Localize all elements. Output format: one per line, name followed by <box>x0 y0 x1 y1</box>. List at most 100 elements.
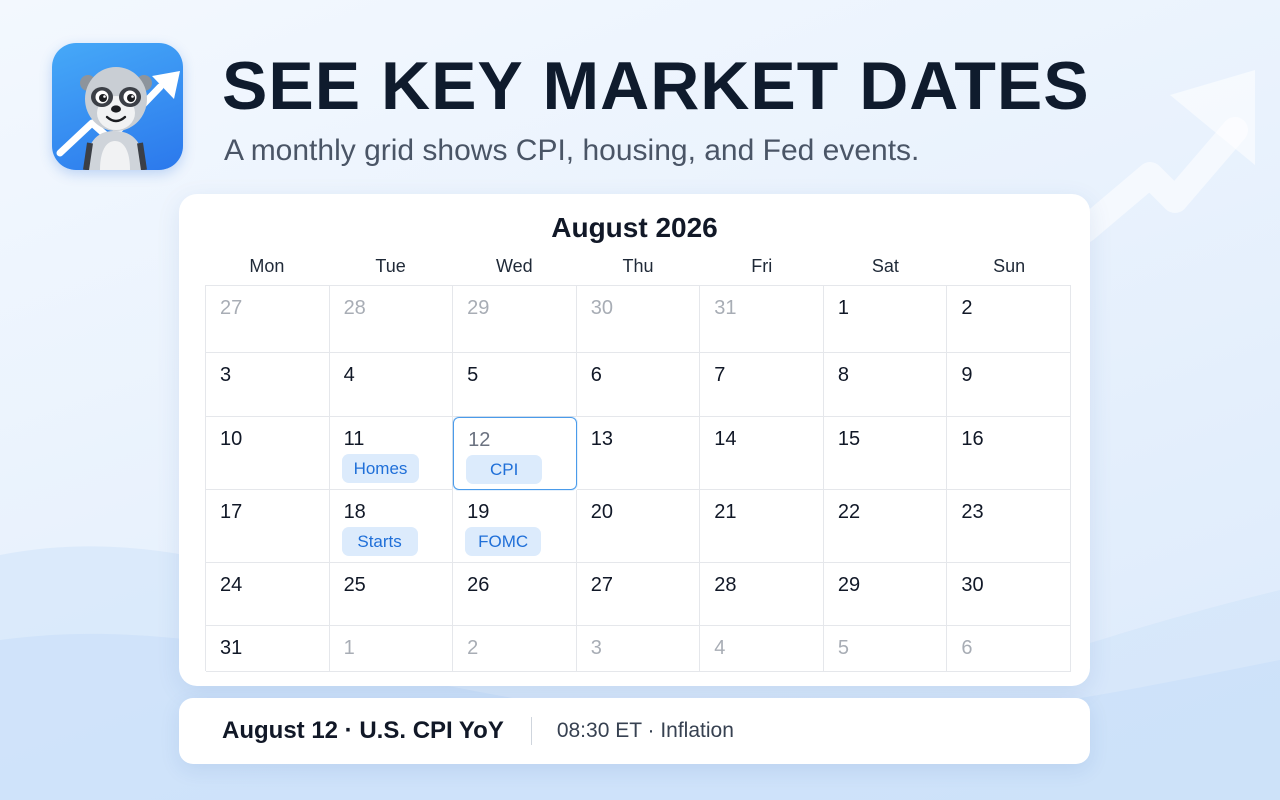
calendar-day[interactable]: 14 <box>700 417 824 490</box>
calendar-day[interactable]: 11 Homes <box>329 417 454 490</box>
day-number: 16 <box>961 428 984 450</box>
event-tag-fomc[interactable]: FOMC <box>465 527 542 556</box>
weekday-sat: Sat <box>871 256 899 276</box>
calendar-day[interactable]: 1 <box>823 286 948 353</box>
calendar-card: August 2026 Mon Tue Wed Thu Fri Sat Sun 27 28 29… <box>179 194 1090 686</box>
event-tag-homes[interactable]: Homes <box>341 454 420 483</box>
calendar-day[interactable]: 8 <box>823 353 948 417</box>
calendar-day[interactable]: 27 <box>576 563 701 626</box>
calendar-day[interactable]: 24 <box>206 563 330 626</box>
event-detail-meta: 08:30 ET · Inflation <box>556 719 734 742</box>
calendar-day[interactable]: 4 <box>329 353 454 417</box>
day-number: 13 <box>590 428 613 450</box>
calendar-day[interactable]: 18 Starts <box>329 490 454 563</box>
day-number: 26 <box>467 574 490 596</box>
day-number: 5 <box>467 364 479 386</box>
calendar-day[interactable]: 21 <box>700 490 824 563</box>
app-icon <box>52 43 183 170</box>
day-number: 28 <box>343 297 366 319</box>
calendar-day[interactable]: 5 <box>453 353 577 417</box>
day-number: 30 <box>590 297 613 319</box>
day-number: 30 <box>961 574 984 596</box>
day-number: 4 <box>343 364 355 386</box>
day-number: 29 <box>837 574 861 596</box>
day-number: 31 <box>714 297 737 319</box>
day-number: 5 <box>837 637 849 659</box>
calendar-day[interactable]: 2 <box>947 286 1071 353</box>
calendar-day[interactable]: 3 <box>576 626 701 672</box>
day-number: 9 <box>961 364 973 386</box>
weekday-fri: Fri <box>751 256 773 276</box>
calendar-day[interactable]: 6 <box>576 353 701 417</box>
calendar-day[interactable]: 29 <box>453 286 577 353</box>
calendar-day[interactable]: 16 <box>947 417 1071 490</box>
calendar-grid: 27 28 29 30 31 1 2 3 4 5 6 7 8 9 10 11 Homes 12 CPI 13 14 15 1… <box>205 285 1071 672</box>
day-number: 3 <box>220 364 232 386</box>
day-number: 10 <box>220 428 243 450</box>
event-tag-starts[interactable]: Starts <box>341 527 418 556</box>
calendar-day[interactable]: 26 <box>453 563 577 626</box>
calendar-day[interactable]: 28 <box>329 286 454 353</box>
day-number: 18 <box>343 501 366 523</box>
day-number: 1 <box>343 637 355 659</box>
calendar-day[interactable]: 4 <box>700 626 824 672</box>
day-number: 23 <box>961 501 984 523</box>
weekday-header: Mon Tue Wed Thu Fri Sat Sun <box>205 254 1071 278</box>
day-number: 1 <box>837 297 849 319</box>
calendar-day[interactable]: 2 <box>453 626 577 672</box>
calendar-day[interactable]: 1 <box>329 626 454 672</box>
calendar-day[interactable]: 31 <box>206 626 330 672</box>
calendar-day[interactable]: 27 <box>206 286 330 353</box>
weekday-wed: Wed <box>495 256 533 276</box>
day-number: 27 <box>220 297 243 319</box>
calendar-day[interactable]: 20 <box>576 490 701 563</box>
day-number: 15 <box>837 428 861 450</box>
calendar-day-selected[interactable]: 12 CPI <box>453 417 577 490</box>
day-number: 19 <box>467 501 490 523</box>
calendar-day[interactable]: 30 <box>576 286 701 353</box>
calendar-day[interactable]: 6 <box>947 626 1071 672</box>
weekday-tue: Tue <box>375 256 406 276</box>
calendar-day[interactable]: 9 <box>947 353 1071 417</box>
event-tag-cpi[interactable]: CPI <box>466 455 543 484</box>
calendar-day[interactable]: 23 <box>947 490 1071 563</box>
page-subtitle: A monthly grid shows CPI, housing, and F… <box>224 134 920 167</box>
calendar-day[interactable]: 22 <box>823 490 948 563</box>
detail-divider <box>530 717 532 745</box>
day-number: 2 <box>467 637 479 659</box>
calendar-day[interactable]: 3 <box>206 353 330 417</box>
day-number: 27 <box>590 574 613 596</box>
calendar-day[interactable]: 19 FOMC <box>453 490 577 563</box>
calendar-day[interactable]: 5 <box>823 626 948 672</box>
weekday-mon: Mon <box>249 256 285 276</box>
day-number: 24 <box>220 574 243 596</box>
day-number: 25 <box>343 574 366 596</box>
calendar-day[interactable]: 30 <box>947 563 1071 626</box>
calendar-day[interactable]: 29 <box>823 563 948 626</box>
day-number: 7 <box>714 364 726 386</box>
calendar-day[interactable]: 17 <box>206 490 330 563</box>
day-number: 6 <box>961 637 973 659</box>
calendar-day[interactable]: 28 <box>700 563 824 626</box>
day-number: 29 <box>467 297 490 319</box>
meerkat-chart-icon <box>56 67 180 170</box>
calendar-day[interactable]: 13 <box>576 417 701 490</box>
calendar-day[interactable]: 15 <box>823 417 948 490</box>
day-number: 12 <box>468 429 491 451</box>
day-number: 17 <box>220 501 243 523</box>
event-detail-title: August 12 · U.S. CPI YoY <box>222 717 504 744</box>
weekday-thu: Thu <box>622 256 654 276</box>
day-number: 22 <box>837 501 861 523</box>
day-number: 2 <box>961 297 973 319</box>
page-title: SEE KEY MARKET DATES <box>222 48 1090 124</box>
calendar-day[interactable]: 7 <box>700 353 824 417</box>
day-number: 3 <box>590 637 602 659</box>
day-number: 20 <box>590 501 613 523</box>
day-number: 11 <box>343 428 365 450</box>
calendar-day[interactable]: 31 <box>700 286 824 353</box>
day-number: 8 <box>837 364 849 386</box>
calendar-day[interactable]: 10 <box>206 417 330 490</box>
month-title: August 2026 <box>551 212 718 243</box>
event-detail-bar[interactable]: August 12 · U.S. CPI YoY 08:30 ET · Infl… <box>179 698 1090 764</box>
calendar-day[interactable]: 25 <box>329 563 454 626</box>
